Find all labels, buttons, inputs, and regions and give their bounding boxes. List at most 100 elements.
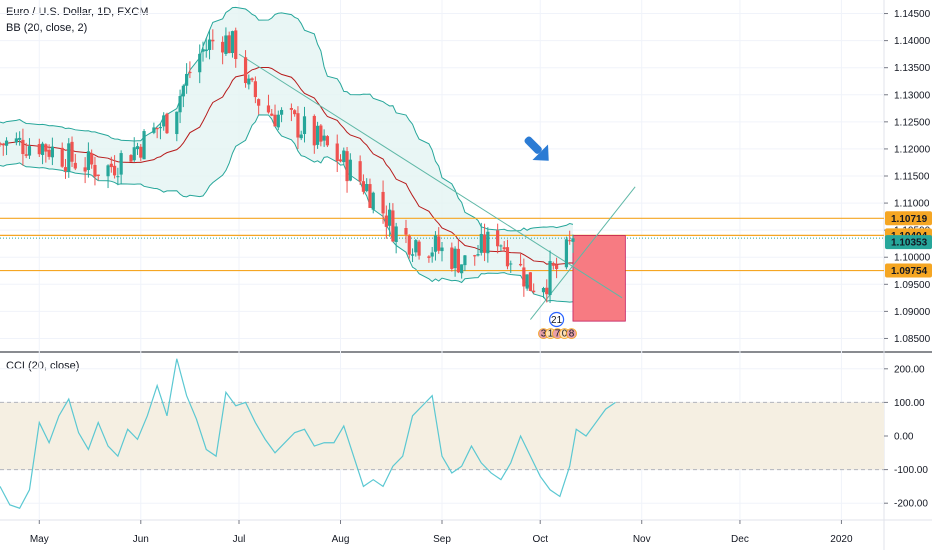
candle-body [315,125,320,145]
candle-body [204,49,208,52]
bb-legend: BB (20, close, 2) [6,22,88,34]
candle-body [289,108,293,110]
candle-body [60,147,64,167]
candle-body [47,149,51,157]
candle-body [545,287,549,295]
candle-body [257,99,261,106]
price-tick-label: 1.10000 [894,253,931,264]
candle-body [247,78,251,85]
candle-body [67,143,71,172]
candle-body [119,153,123,175]
current-price-badge-label: 1.10353 [891,238,928,249]
candle-body [476,254,480,256]
candle-body [1,143,5,146]
time-tick-label: Oct [532,534,548,545]
cci-band-fill [0,402,884,470]
candle-body [188,71,192,74]
candle-body [211,39,215,42]
candle-body [299,134,303,139]
candle-body [27,146,32,156]
candle-body [83,167,87,172]
candle-body [564,239,569,268]
candle-body [433,235,438,252]
price-tick-label: 1.11000 [894,199,930,210]
price-title: Euro / U.S. Dollar, 1D, FXCM [6,6,149,18]
candle-body [453,248,457,269]
cci-tick-label: -200.00 [894,499,928,510]
time-tick-label: 2020 [830,534,853,545]
candle-body [414,240,418,253]
candle-body [571,238,575,242]
candle-body [139,146,143,158]
candle-body [345,151,349,182]
time-tick-label: Aug [332,534,350,545]
trendline-up [530,186,636,320]
target-box [572,235,626,322]
candle-body [486,231,490,254]
current-price-badge [885,235,932,250]
price-tick-label: 1.09000 [894,307,931,318]
candle-body [221,41,225,53]
candle-body [296,113,300,138]
cci-tick-label: 0.00 [894,432,914,443]
candle-body [155,127,159,130]
candle-body [116,176,120,178]
candle-body [207,39,212,50]
candle-body [162,115,166,127]
candle-body [234,30,238,60]
bb-fill [0,7,573,303]
candle-body [522,267,526,287]
candle-body [40,143,45,155]
candle-body [319,125,323,142]
candle-body [37,144,41,155]
candle-body [528,272,532,291]
candle-body [132,147,136,161]
candle-body [227,35,231,54]
candle-body [322,135,326,141]
candle-body [302,116,307,135]
time-tick-label: May [30,534,49,545]
candle-body [430,252,434,257]
candle-body [407,235,411,255]
candle-body [473,255,477,257]
candle-body [499,245,503,247]
event-badge-label: 21 [551,315,563,326]
candle-body [142,131,146,160]
candle-body [198,53,202,73]
candle-body [371,192,375,210]
bb-upper-line [0,6,574,232]
candle-body [437,236,441,251]
candle-body [293,110,297,115]
price-tick-label: 1.14000 [894,36,931,47]
candle-body [518,263,523,266]
candle-body [368,184,372,208]
candle-body [384,215,388,227]
candle-body [93,164,97,177]
candle-body [404,228,408,235]
event-number: 3 [541,329,547,340]
event-number: 1 [548,329,554,340]
candle-body [335,143,339,162]
time-tick-label: Jun [133,534,149,545]
time-axis: May Jun Jul Aug Sep Oct Nov Dec 2020 [30,520,853,545]
candle-body [86,151,90,170]
candle-body [554,264,559,269]
candle-body [568,240,572,242]
candle-body [548,261,552,296]
candle-body [230,31,235,54]
price-level-badge [885,263,932,278]
candle-body [365,184,369,192]
cci-axis: 200.00 100.00 0.00 -100.00 -200.00 [884,364,928,510]
price-tick-label: 1.08500 [894,334,931,345]
candle-body [525,274,529,289]
candle-body [348,159,352,181]
candle-body [224,35,228,54]
candle-body [338,159,343,162]
candle-body [551,263,555,266]
candle-body [185,73,189,86]
candle-body [152,127,156,133]
candle-body [502,247,506,250]
candle-body [243,57,248,84]
candle-body [21,139,25,155]
